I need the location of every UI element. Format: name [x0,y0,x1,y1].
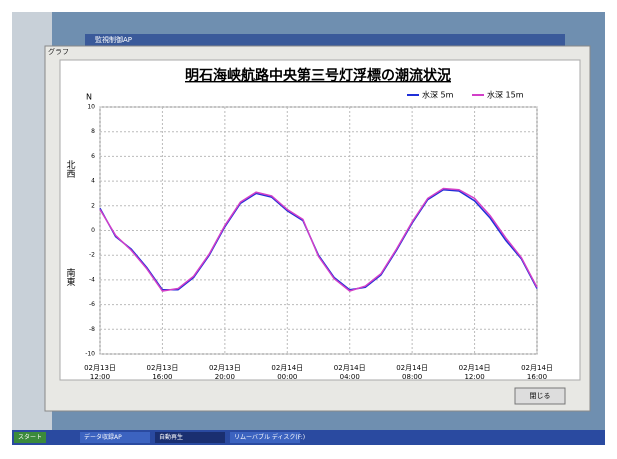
y-tick-label: -2 [89,252,95,259]
y-tick-label: -4 [89,276,95,283]
x-tick-label-line: 20:00 [215,373,235,381]
y-tick-label: -10 [85,351,95,358]
y-tick-label: 2 [91,202,95,209]
x-tick-label-line: 16:00 [527,373,547,381]
x-tick-label-line: 02月14日 [334,364,366,372]
x-tick-label-line: 02月14日 [459,364,491,372]
x-tick-label-line: 16:00 [152,373,172,381]
legend-label: 水深 5m [422,90,454,100]
x-tick-label-line: 12:00 [90,373,110,381]
chart-panel [60,60,580,380]
screen-photo: 監視制御AP グラフ 閉じる スタート 明石海峡航路中央第三号灯浮標の潮流状況 … [0,0,617,459]
x-tick-label-line: 02月14日 [396,364,428,372]
y-tick-label: -8 [89,326,95,333]
x-tick-label-line: 02月13日 [84,364,116,372]
y-axis-label: N [86,93,92,102]
x-tick-label-line: 02月13日 [209,364,241,372]
background-title-bar [85,34,565,46]
x-tick-label-line: 02月13日 [147,364,179,372]
background-window-title: 監視制御AP [95,35,132,44]
y-tick-label: 10 [87,104,95,111]
start-label[interactable]: スタート [18,433,42,441]
y-tick-label: 4 [91,178,95,185]
screen: 監視制御AP グラフ 閉じる スタート 明石海峡航路中央第三号灯浮標の潮流状況 … [0,0,617,459]
y-tick-label: 0 [91,227,95,234]
chart-title: 明石海峡航路中央第三号灯浮標の潮流状況 [185,67,451,84]
legend-label: 水深 15m [487,90,524,100]
y-tick-label: -6 [89,301,95,308]
taskbar-item-label[interactable]: データ収録AP [84,433,122,441]
x-tick-label-line: 00:00 [277,373,297,381]
taskbar-item-label[interactable]: 自動再生 [159,433,183,441]
x-tick-label-line: 04:00 [340,373,360,381]
annotation: 北西 [65,160,76,179]
x-tick-label-line: 08:00 [402,373,422,381]
y-tick-label: 8 [91,128,95,135]
x-tick-label-line: 12:00 [464,373,484,381]
close-button-label[interactable]: 閉じる [530,392,551,400]
x-tick-label-line: 02月14日 [521,364,553,372]
window-title: グラフ [48,47,69,56]
annotation: 南東 [65,267,76,287]
taskbar-item-label[interactable]: リムーバブル ディスク(F:) [234,433,305,441]
x-tick-label-line: 02月14日 [271,364,303,372]
y-tick-label: 6 [91,153,95,160]
